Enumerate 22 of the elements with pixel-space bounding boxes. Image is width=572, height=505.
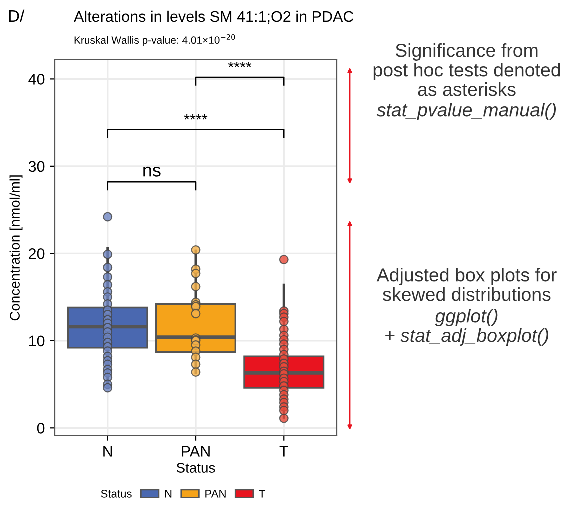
x-tick-label: N (104, 446, 112, 457)
annotation: ns (144, 166, 161, 177)
x-axis-title: Status (176, 463, 216, 473)
legend-label: T (259, 490, 266, 498)
x-tick-label: PAN (182, 446, 210, 457)
text: D/ (9, 10, 25, 22)
chart-subtitle: Kruskal Wallis p-value: 4.01×10$^{−20}$ (74, 34, 236, 46)
x-tick-label: T (280, 446, 288, 457)
y-axis-title: Concentration [nmol/ml] (10, 176, 23, 321)
annotation: **** (228, 62, 252, 68)
text: ggplot() + stat_adj_boxplot() (386, 309, 548, 346)
text: stat_pvalue_manual() (376, 103, 556, 120)
legend-label: N (165, 490, 172, 498)
y-tick-label: 30 (28, 161, 45, 172)
legend-label: PAN (206, 490, 226, 498)
y-tick-label: 20 (29, 248, 45, 260)
annotation: **** (184, 114, 208, 120)
legend-title: Status (101, 490, 132, 498)
y-tick-label: 0 (37, 423, 45, 434)
y-tick-label: 10 (29, 336, 45, 347)
y-tick-label: 40 (28, 74, 45, 85)
chart-title: Alterations in levels SM 41:1;O2 in PDAC (74, 10, 354, 24)
